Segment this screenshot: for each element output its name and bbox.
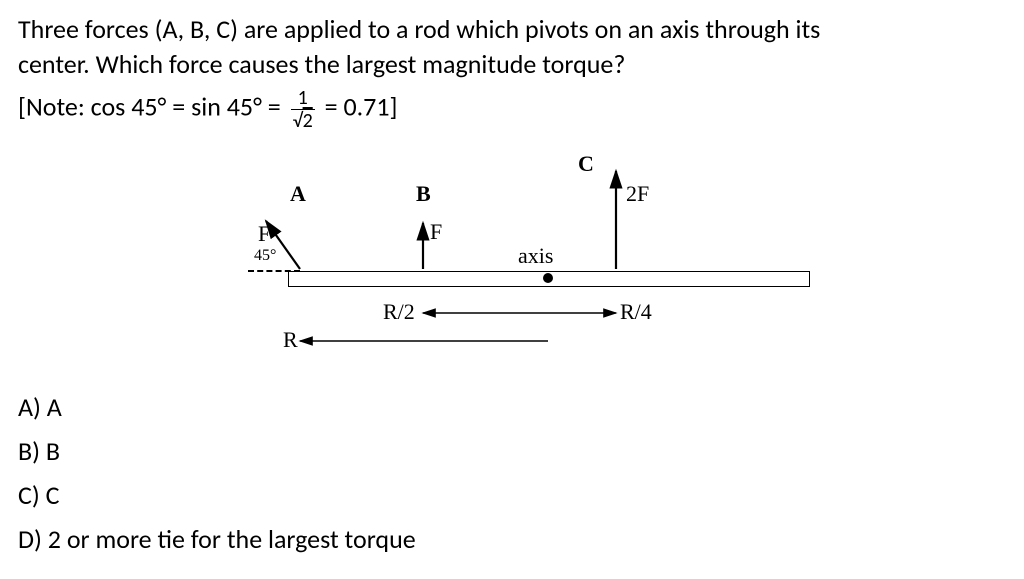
label-c: C (578, 151, 594, 177)
diagram: A B C F F 2F 45° axis R/2 R/4 R (248, 151, 848, 381)
note-line: [Note: cos 45° = sin 45° = 1√2 = 0.71] (18, 88, 1006, 131)
dim-r-label: R (283, 327, 298, 353)
force-b-label: F (430, 219, 442, 245)
label-a: A (290, 181, 306, 207)
fraction-denominator: √2 (291, 109, 315, 131)
dim-r-quarter-label: R/4 (620, 299, 652, 325)
sqrt-symbol: √ (293, 109, 303, 133)
note-prefix: [Note: cos 45° = sin 45° = (18, 91, 287, 123)
axis-label: axis (518, 243, 553, 269)
fraction-numerator: 1 (291, 88, 315, 109)
option-b: B) B (18, 435, 1006, 467)
note-fraction: 1√2 (291, 88, 315, 131)
question-line-2: center. Which force causes the largest m… (18, 48, 625, 80)
option-a: A) A (18, 391, 1006, 423)
question-line-1: Three forces (A, B, C) are applied to a … (18, 13, 820, 45)
force-c-label: 2F (626, 181, 649, 207)
angle-label: 45° (254, 247, 276, 265)
option-d: D) 2 or more tie for the largest torque (18, 523, 1006, 555)
option-c: C) C (18, 479, 1006, 511)
sqrt-radicand: 2 (303, 109, 313, 133)
dim-r-half-label: R/2 (383, 299, 415, 325)
note-suffix: = 0.71] (319, 91, 398, 123)
label-b: B (416, 181, 431, 207)
answer-options: A) A B) B C) C D) 2 or more tie for the … (18, 391, 1006, 555)
force-a-label: F (258, 221, 270, 247)
